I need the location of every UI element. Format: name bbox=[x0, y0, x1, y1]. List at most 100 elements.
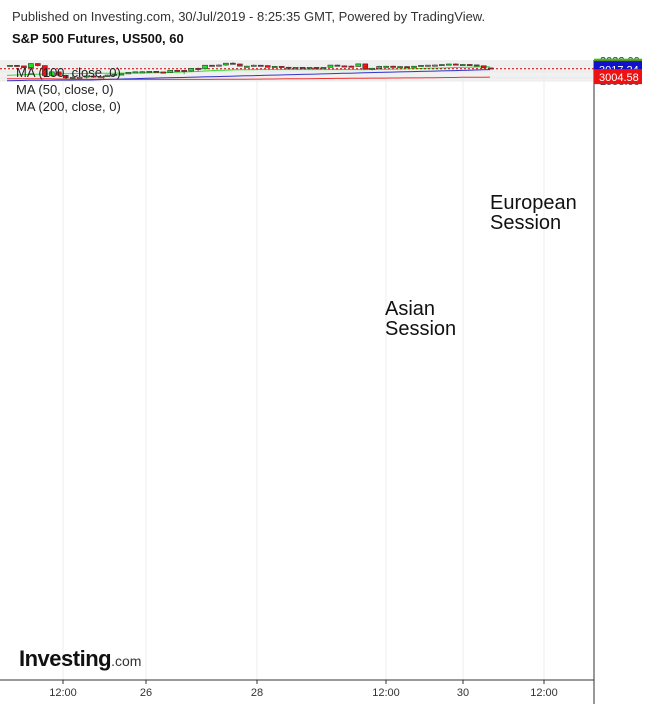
candle[interactable] bbox=[251, 64, 257, 67]
candle[interactable] bbox=[167, 69, 174, 73]
candle[interactable] bbox=[62, 75, 69, 81]
candle[interactable] bbox=[285, 66, 292, 69]
candle[interactable] bbox=[432, 64, 438, 67]
candle[interactable] bbox=[125, 72, 132, 75]
candle[interactable] bbox=[174, 69, 180, 72]
x-tick-label: 12:00 bbox=[49, 687, 77, 699]
candle[interactable] bbox=[453, 63, 459, 66]
candle[interactable] bbox=[195, 67, 201, 72]
candle[interactable] bbox=[104, 74, 111, 77]
candle[interactable] bbox=[35, 63, 41, 67]
candle-body bbox=[35, 63, 41, 66]
candle[interactable] bbox=[439, 64, 445, 66]
candle-body bbox=[244, 65, 250, 68]
candle[interactable] bbox=[390, 65, 396, 68]
candle[interactable] bbox=[487, 67, 494, 70]
candle[interactable] bbox=[480, 65, 487, 69]
candle-body bbox=[432, 64, 438, 67]
candle[interactable] bbox=[320, 66, 327, 69]
candle-body bbox=[48, 71, 55, 76]
candle-body bbox=[62, 75, 69, 79]
candle[interactable] bbox=[369, 67, 376, 71]
candle[interactable] bbox=[90, 75, 97, 78]
candle-body bbox=[195, 68, 201, 70]
candle-body bbox=[425, 64, 431, 67]
candle[interactable] bbox=[348, 65, 355, 68]
candle[interactable] bbox=[341, 65, 348, 68]
candle[interactable] bbox=[21, 65, 27, 69]
candle-body bbox=[292, 66, 299, 69]
candlestick-series[interactable] bbox=[7, 62, 494, 81]
candle[interactable] bbox=[230, 62, 236, 65]
candle[interactable] bbox=[188, 68, 194, 72]
candle[interactable] bbox=[42, 65, 48, 78]
candle-body bbox=[411, 65, 417, 68]
candle-body bbox=[376, 66, 382, 69]
candle-body bbox=[83, 75, 90, 78]
candle-body bbox=[313, 67, 320, 69]
candle[interactable] bbox=[334, 64, 341, 67]
candle-body bbox=[348, 65, 355, 68]
candle[interactable] bbox=[264, 65, 271, 68]
candle[interactable] bbox=[306, 67, 313, 69]
candle[interactable] bbox=[118, 73, 125, 76]
candle[interactable] bbox=[97, 75, 104, 79]
candle-body bbox=[7, 65, 13, 67]
candle[interactable] bbox=[411, 65, 417, 68]
candle[interactable] bbox=[355, 63, 362, 67]
candle[interactable] bbox=[14, 65, 20, 67]
candle[interactable] bbox=[313, 67, 320, 69]
price-label-text: 3004.58 bbox=[599, 72, 639, 84]
candle[interactable] bbox=[397, 66, 403, 69]
candle[interactable] bbox=[146, 71, 153, 73]
candle[interactable] bbox=[83, 73, 90, 80]
candle[interactable] bbox=[278, 66, 285, 68]
candle[interactable] bbox=[111, 73, 118, 77]
candle[interactable] bbox=[299, 66, 306, 69]
candle-body bbox=[14, 65, 20, 67]
candle[interactable] bbox=[55, 71, 62, 77]
candle-body bbox=[397, 66, 403, 69]
candle[interactable] bbox=[7, 65, 13, 67]
candle-body bbox=[209, 64, 215, 67]
candle[interactable] bbox=[376, 65, 382, 69]
candle[interactable] bbox=[202, 64, 208, 70]
candle-body bbox=[167, 69, 174, 73]
candle-body bbox=[125, 72, 132, 75]
candle[interactable] bbox=[446, 63, 452, 66]
candle-body bbox=[453, 63, 459, 66]
published-caption: Published on Investing.com, 30/Jul/2019 … bbox=[12, 9, 486, 24]
candle[interactable] bbox=[271, 66, 278, 68]
candle[interactable] bbox=[327, 64, 334, 68]
candle[interactable] bbox=[466, 64, 473, 66]
candle[interactable] bbox=[292, 66, 299, 69]
candle[interactable] bbox=[425, 64, 431, 67]
candle[interactable] bbox=[223, 62, 229, 66]
candle-body bbox=[271, 66, 278, 68]
candle[interactable] bbox=[257, 64, 264, 67]
candle[interactable] bbox=[237, 63, 243, 67]
candle[interactable] bbox=[160, 71, 167, 74]
candle-body bbox=[90, 75, 97, 78]
candle[interactable] bbox=[181, 70, 187, 75]
candle[interactable] bbox=[69, 73, 76, 79]
candle[interactable] bbox=[459, 64, 466, 66]
candle[interactable] bbox=[418, 65, 424, 67]
investing-logo: Investing.com bbox=[19, 646, 142, 671]
candle[interactable] bbox=[76, 73, 83, 79]
candle[interactable] bbox=[153, 71, 160, 73]
candle[interactable] bbox=[209, 64, 215, 67]
x-tick-label: 12:00 bbox=[372, 687, 400, 699]
candle[interactable] bbox=[473, 64, 480, 67]
candle[interactable] bbox=[383, 65, 389, 68]
candle[interactable] bbox=[244, 65, 250, 68]
candle-body bbox=[202, 64, 208, 70]
candle[interactable] bbox=[48, 71, 55, 77]
candle[interactable] bbox=[362, 63, 369, 70]
candle[interactable] bbox=[132, 71, 139, 74]
candle[interactable] bbox=[139, 71, 146, 74]
candle[interactable] bbox=[28, 63, 34, 68]
candle[interactable] bbox=[216, 64, 222, 67]
candle[interactable] bbox=[404, 66, 410, 69]
